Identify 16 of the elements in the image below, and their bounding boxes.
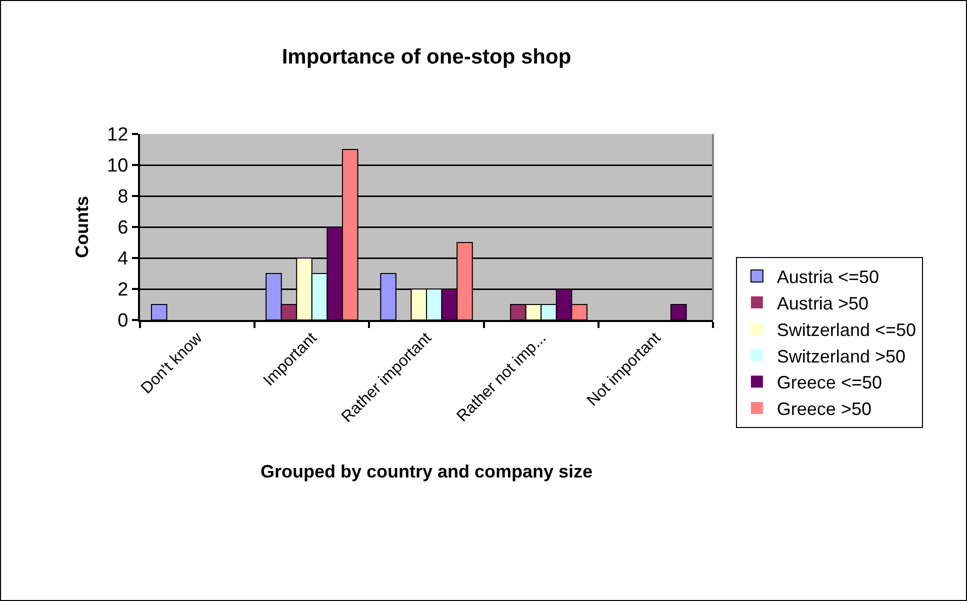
- y-tick-label: 10: [107, 156, 128, 177]
- y-axis-title: Counts: [72, 196, 92, 258]
- legend-label: Austria <=50: [776, 267, 879, 288]
- x-axis-title: Grouped by country and company size: [260, 462, 593, 482]
- legend-label: Austria >50: [776, 293, 868, 314]
- y-tick-label: 4: [118, 248, 129, 270]
- legend-label: Switzerland <=50: [776, 320, 916, 340]
- y-tick-label: 2: [118, 280, 128, 301]
- y-tick-label: 8: [118, 186, 128, 208]
- legend-label: Greece >50: [776, 399, 872, 420]
- y-tick-label: 6: [118, 218, 128, 239]
- legend-label: Greece <=50: [776, 372, 882, 393]
- y-tick-label: 0: [118, 310, 128, 332]
- legend-label: Switzerland >50: [776, 346, 906, 366]
- y-tick-label: 12: [107, 124, 128, 146]
- chart-title: Importance of one-stop shop: [282, 45, 572, 68]
